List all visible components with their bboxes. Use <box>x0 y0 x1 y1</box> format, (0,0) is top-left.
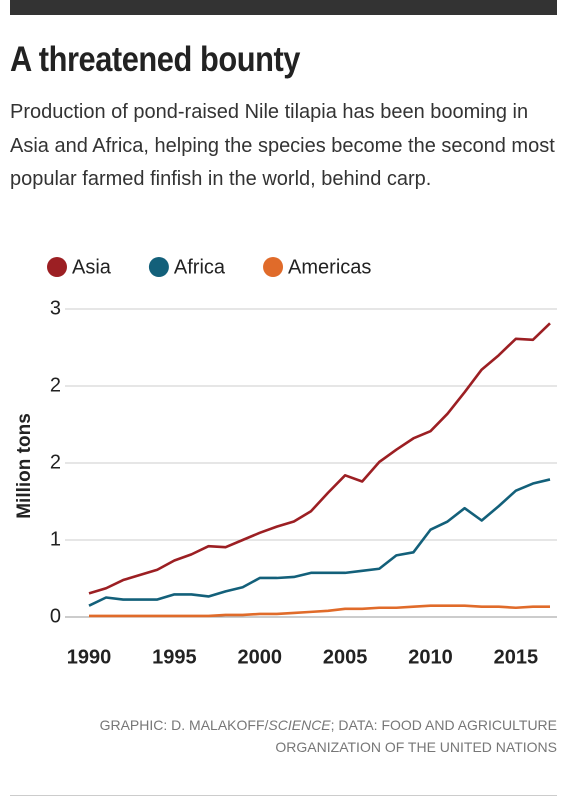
x-tick-label: 2010 <box>408 646 453 668</box>
subtitle: Production of pond-raised Nile tilapia h… <box>10 101 555 190</box>
x-tick-label: 1995 <box>152 646 197 668</box>
y-tick-label: 0 <box>50 605 61 627</box>
x-tick-label: 2000 <box>237 646 282 668</box>
legend-label: Africa <box>174 256 226 278</box>
x-tick-label: 2015 <box>494 646 539 668</box>
x-tick-label: 1990 <box>67 646 112 668</box>
line-series <box>88 322 551 595</box>
bottom-rule <box>10 795 557 796</box>
legend-swatch <box>47 257 67 277</box>
x-tick-label: 2005 <box>323 646 368 668</box>
legend-label: Asia <box>72 256 112 278</box>
legend-label: Americas <box>288 256 371 278</box>
top-bar <box>10 0 557 15</box>
chart: Asia Africa Americas Million tons 0 1 2 2 3 1990 1… <box>14 256 557 668</box>
y-tick-label: 1 <box>50 528 61 550</box>
credit-text: SCIENCE <box>268 717 331 733</box>
legend-swatch <box>148 257 169 277</box>
credit: GRAPHIC: D. MALAKOFF/SCIENCE; DATA: FOOD… <box>100 714 557 758</box>
line-series <box>89 604 550 618</box>
line-series <box>88 478 551 607</box>
y-axis-label: Million tons <box>14 413 35 519</box>
credit-text: ORGANIZATION OF THE UNITED NATIONS <box>275 739 557 755</box>
credit-text: GRAPHIC: D. MALAKOFF/ <box>99 717 269 733</box>
legend-swatch <box>263 257 284 277</box>
title: A threatened bounty <box>10 40 300 79</box>
credit-text: ; DATA: FOOD AND AGRICULTURE <box>330 717 557 733</box>
y-tick-label: 2 <box>50 374 61 396</box>
y-tick-label: 3 <box>50 297 61 319</box>
y-tick-label: 2 <box>50 451 61 473</box>
